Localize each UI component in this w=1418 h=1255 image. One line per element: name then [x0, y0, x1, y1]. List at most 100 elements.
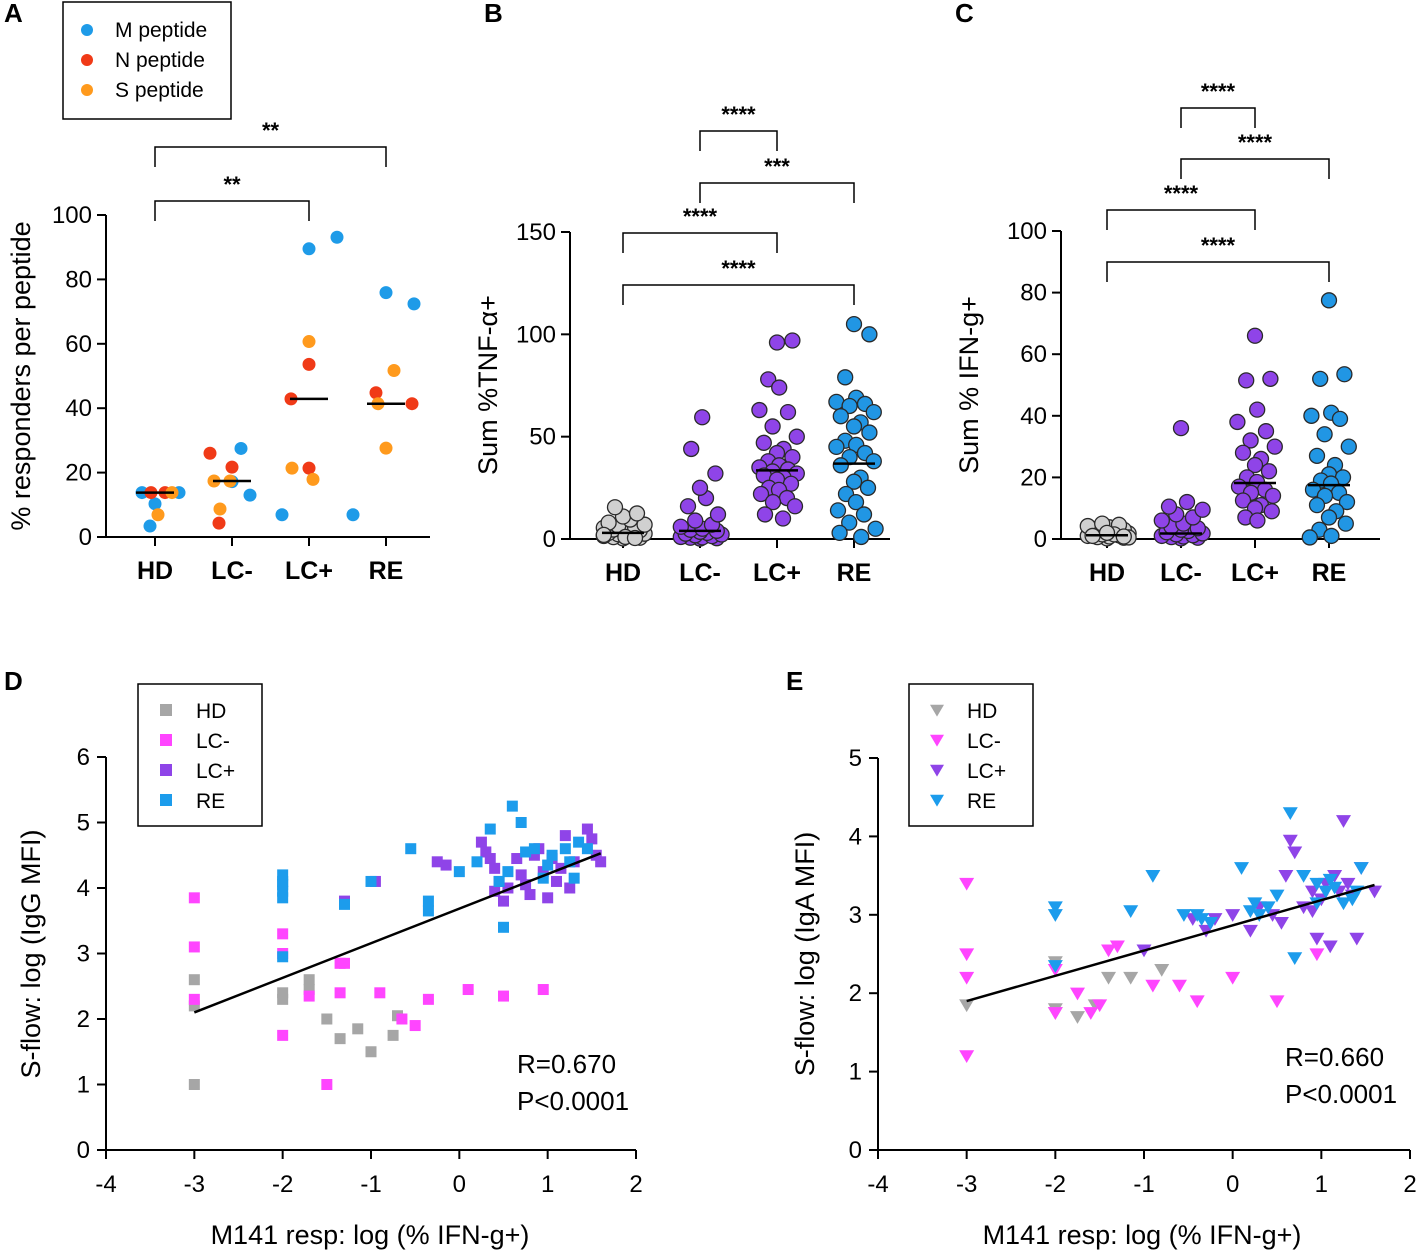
y-tick-label: 5 [849, 745, 862, 772]
data-point-re [845, 315, 863, 333]
data-point-lc-minusplus [784, 332, 801, 349]
data-point-re [1234, 862, 1250, 875]
panel-d-r-value: R=0.670 [517, 1049, 616, 1079]
data-point-hd [321, 1013, 333, 1025]
data-point-lc-minus [339, 957, 350, 969]
data-point-lc-minusplus [1246, 327, 1264, 344]
significance-label: ** [223, 172, 241, 197]
data-point-lc-minus [1109, 940, 1125, 954]
data-point-lc-minusplus [786, 498, 804, 515]
data-point-lc-minusplus [1234, 492, 1252, 509]
data-point-lc-minusplus [1278, 869, 1294, 883]
data-point-re [832, 457, 849, 474]
significance-label: **** [1201, 79, 1236, 104]
data-point-re [841, 397, 858, 415]
data-point-lc-minusplus [559, 830, 571, 842]
data-point-lc-minus [959, 971, 975, 985]
data-point-s-peptide [379, 441, 393, 455]
data-point-lc-minusplus [760, 371, 777, 388]
data-point-re [559, 843, 571, 855]
y-tick-label: 3 [849, 902, 862, 929]
x-tick-label-lcplus: LC+ [753, 559, 801, 587]
data-point-re [1203, 917, 1218, 930]
panel-c-ylabel: Sum % IFN-g+ [954, 296, 984, 474]
data-point-lc-minusplus [1229, 413, 1246, 431]
data-point-re [453, 866, 465, 878]
legend-label-s-peptide: S peptide [115, 79, 204, 102]
data-point-lc-minus [683, 440, 700, 458]
data-point-re [422, 905, 434, 917]
legend-marker-hd [160, 704, 172, 716]
data-point-lc-minus [959, 948, 975, 962]
x-tick-label-lcplus: LC+ [1231, 559, 1279, 587]
panel-c: C Sum % IFN-g+ 0 20 40 60 80 100 HD LC- LC+ RE ***… [954, 0, 1380, 587]
data-point-re [1247, 897, 1263, 911]
x-tick-label: 2 [629, 1171, 642, 1198]
legend-label-n-peptide: N peptide [115, 49, 205, 72]
data-point-lc-minus [1070, 987, 1085, 1001]
y-tick-label: 2 [77, 1006, 90, 1033]
data-point-lc-minusplus [1322, 940, 1338, 954]
data-point-m-peptide [234, 441, 248, 455]
significance-bracket [154, 200, 310, 221]
data-point-m-peptide [243, 488, 257, 502]
data-point-lc-minusplus [475, 836, 487, 848]
data-point-lc-minusplus [595, 856, 607, 868]
data-point-n-peptide [405, 397, 419, 411]
significance-label: **** [683, 204, 718, 229]
data-point-hd [636, 516, 653, 533]
y-tick-label: 100 [1007, 218, 1047, 245]
data-point-re [861, 424, 878, 441]
x-tick-label-lcminus: LC- [211, 557, 253, 585]
data-point-hd [303, 984, 315, 996]
data-point-m-peptide [143, 519, 157, 533]
data-point-re [1282, 807, 1298, 821]
x-tick-label: 1 [1315, 1171, 1328, 1198]
panel-e-xlabel: M141 resp: log (% IFN-g+) [983, 1220, 1302, 1250]
data-point-re [1312, 370, 1329, 387]
data-point-re [847, 494, 865, 511]
data-point-re [581, 843, 593, 855]
data-point-m-peptide [275, 508, 289, 522]
data-point-re [867, 520, 884, 537]
x-tick-label: -4 [867, 1171, 888, 1198]
data-point-lc-minus [1092, 999, 1108, 1013]
legend-label-lc-minus: LC- [967, 730, 1001, 753]
data-point-hd [626, 529, 644, 547]
data-point-hd [334, 1033, 346, 1045]
data-point-lc-minusplus [788, 428, 805, 445]
data-point-re [1303, 407, 1320, 424]
data-point-lc-minusplus [511, 853, 523, 865]
data-point-re [1323, 527, 1340, 545]
data-point-re [537, 872, 549, 884]
data-point-re [277, 892, 289, 904]
data-point-lc-minusplus [564, 882, 576, 894]
data-point-lc-minusplus [755, 434, 772, 451]
data-point-lc-minus [1083, 1007, 1099, 1020]
data-point-lc-minusplus [779, 403, 797, 421]
data-point-re [829, 502, 847, 519]
data-point-hd [1098, 524, 1116, 541]
data-point-n-peptide [302, 461, 316, 475]
y-tick-label: 60 [65, 331, 92, 358]
data-point-lc-minus [1194, 501, 1211, 518]
panel-d-p-value: P<0.0001 [517, 1086, 629, 1116]
data-point-lc-minus [1101, 944, 1117, 958]
panel-e-p-value: P<0.0001 [1285, 1079, 1397, 1109]
data-point-re [865, 403, 882, 421]
legend-marker-n-peptide [81, 54, 93, 66]
significance-label: **** [1164, 181, 1199, 206]
data-point-lc-minus [1047, 1007, 1063, 1020]
data-point-lc-minusplus [528, 849, 540, 861]
y-tick-label: 20 [65, 460, 92, 487]
legend-label-hd: HD [967, 700, 997, 723]
data-point-re [1123, 905, 1139, 919]
data-point-re [515, 817, 527, 828]
data-point-re [1320, 292, 1338, 309]
data-point-lc-minusplus [515, 869, 527, 881]
significance-bracket [154, 146, 387, 167]
y-tick-label: 40 [65, 395, 92, 422]
data-point-re [828, 438, 845, 456]
y-tick-label: 4 [77, 875, 90, 902]
data-point-lc-minusplus [751, 401, 768, 419]
